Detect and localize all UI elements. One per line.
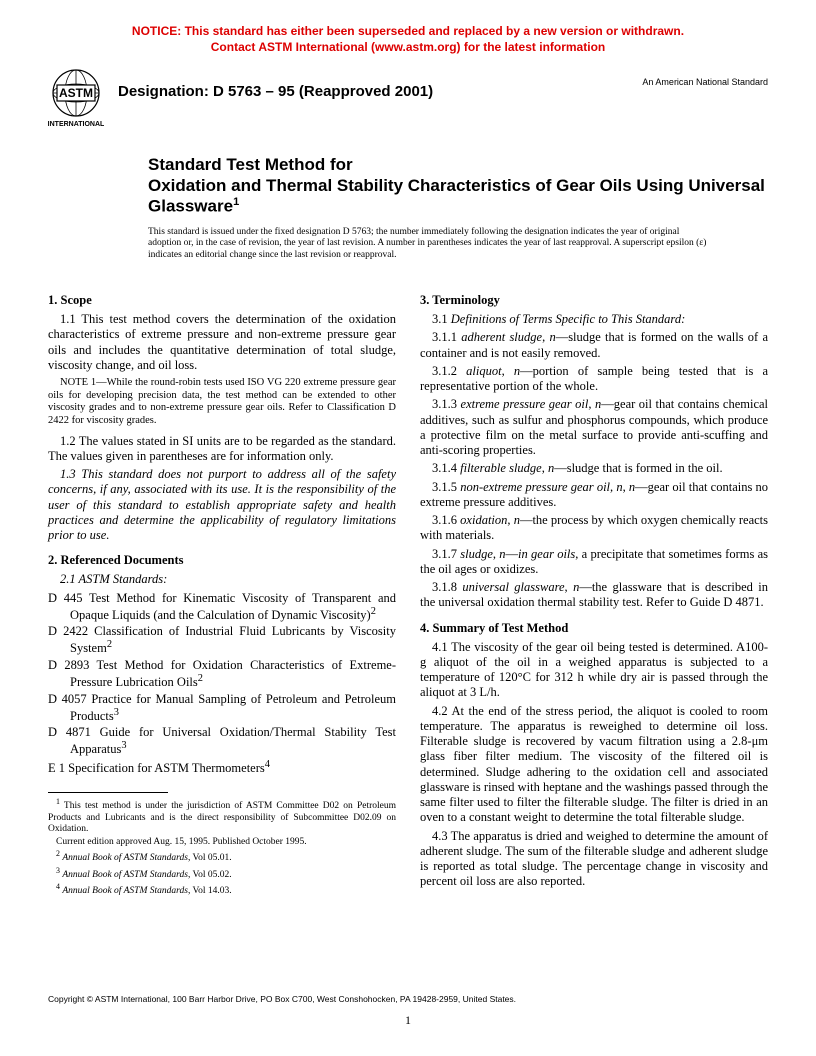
designation-label: Designation: D 5763 – 95 (Reapproved 200…: [118, 83, 433, 100]
page-number: 1: [405, 1013, 411, 1028]
fn1b: Current edition approved Aug. 15, 1995. …: [48, 837, 396, 848]
scope-p2: 1.2 The values stated in SI units are to…: [48, 434, 396, 465]
term-3-1-7: 3.1.7 sludge, n—in gear oils, a precipit…: [420, 547, 768, 578]
left-column: 1. Scope 1.1 This test method covers the…: [48, 283, 396, 898]
notice-banner: NOTICE: This standard has either been su…: [48, 24, 768, 55]
astm-logo: ASTM INTERNATIONAL: [48, 69, 104, 133]
notice-line1: NOTICE: This standard has either been su…: [132, 24, 684, 38]
issuance-note: This standard is issued under the fixed …: [148, 227, 708, 261]
copyright-text: Copyright © ASTM International, 100 Barr…: [48, 994, 516, 1004]
terminology-heading: 3. Terminology: [420, 293, 768, 308]
term-3-1-4: 3.1.4 filterable sludge, n—sludge that i…: [420, 461, 768, 476]
svg-text:ASTM: ASTM: [59, 86, 93, 100]
summary-4-3: 4.3 The apparatus is dried and weighed t…: [420, 829, 768, 890]
term-3-1: 3.1 Definitions of Terms Specific to Thi…: [420, 312, 768, 327]
fn3: 3 Annual Book of ASTM Standards, Vol 05.…: [48, 866, 396, 882]
summary-4-2: 4.2 At the end of the stress period, the…: [420, 704, 768, 826]
term-3-1-5: 3.1.5 non-extreme pressure gear oil, n, …: [420, 480, 768, 511]
right-column: 3. Terminology 3.1 Definitions of Terms …: [420, 283, 768, 898]
scope-heading: 1. Scope: [48, 293, 396, 308]
referenced-heading: 2. Referenced Documents: [48, 553, 396, 568]
content-columns: 1. Scope 1.1 This test method covers the…: [48, 283, 768, 898]
title-line1: Standard Test Method for: [148, 155, 353, 174]
ref-d4057: D 4057 Practice for Manual Sampling of P…: [48, 692, 396, 725]
summary-heading: 4. Summary of Test Method: [420, 621, 768, 636]
ref-d445: D 445 Test Method for Kinematic Viscosit…: [48, 591, 396, 624]
referenced-sub: 2.1 ASTM Standards:: [48, 572, 396, 587]
term-3-1-1: 3.1.1 adherent sludge, n—sludge that is …: [420, 330, 768, 361]
fn4: 4 Annual Book of ASTM Standards, Vol 14.…: [48, 882, 396, 898]
summary-4-1: 4.1 The viscosity of the gear oil being …: [420, 640, 768, 701]
header-row: ASTM INTERNATIONAL Designation: D 5763 –…: [48, 69, 768, 133]
ref-e1: E 1 Specification for ASTM Thermometers4: [48, 759, 396, 776]
ref-d2422: D 2422 Classification of Industrial Flui…: [48, 624, 396, 657]
scope-p3: 1.3 This standard does not purport to ad…: [48, 467, 396, 543]
term-3-1-6: 3.1.6 oxidation, n—the process by which …: [420, 513, 768, 544]
fn2: 2 Annual Book of ASTM Standards, Vol 05.…: [48, 849, 396, 865]
title-line2: Oxidation and Thermal Stability Characte…: [148, 176, 765, 216]
term-3-1-3: 3.1.3 extreme pressure gear oil, n—gear …: [420, 397, 768, 458]
svg-text:INTERNATIONAL: INTERNATIONAL: [48, 121, 104, 128]
fn1: 1 This test method is under the jurisdic…: [48, 797, 396, 835]
ref-d4871: D 4871 Guide for Universal Oxidation/The…: [48, 725, 396, 758]
scope-note1: NOTE 1—While the round-robin tests used …: [48, 377, 396, 427]
national-standard-label: An American National Standard: [642, 77, 768, 87]
term-3-1-8: 3.1.8 universal glassware, n—the glasswa…: [420, 580, 768, 611]
scope-p1: 1.1 This test method covers the determin…: [48, 312, 396, 373]
notice-line2: Contact ASTM International (www.astm.org…: [211, 40, 605, 54]
term-3-1-2: 3.1.2 aliquot, n—portion of sample being…: [420, 364, 768, 395]
standard-title: Standard Test Method for Oxidation and T…: [148, 155, 768, 217]
ref-d2893: D 2893 Test Method for Oxidation Charact…: [48, 658, 396, 691]
